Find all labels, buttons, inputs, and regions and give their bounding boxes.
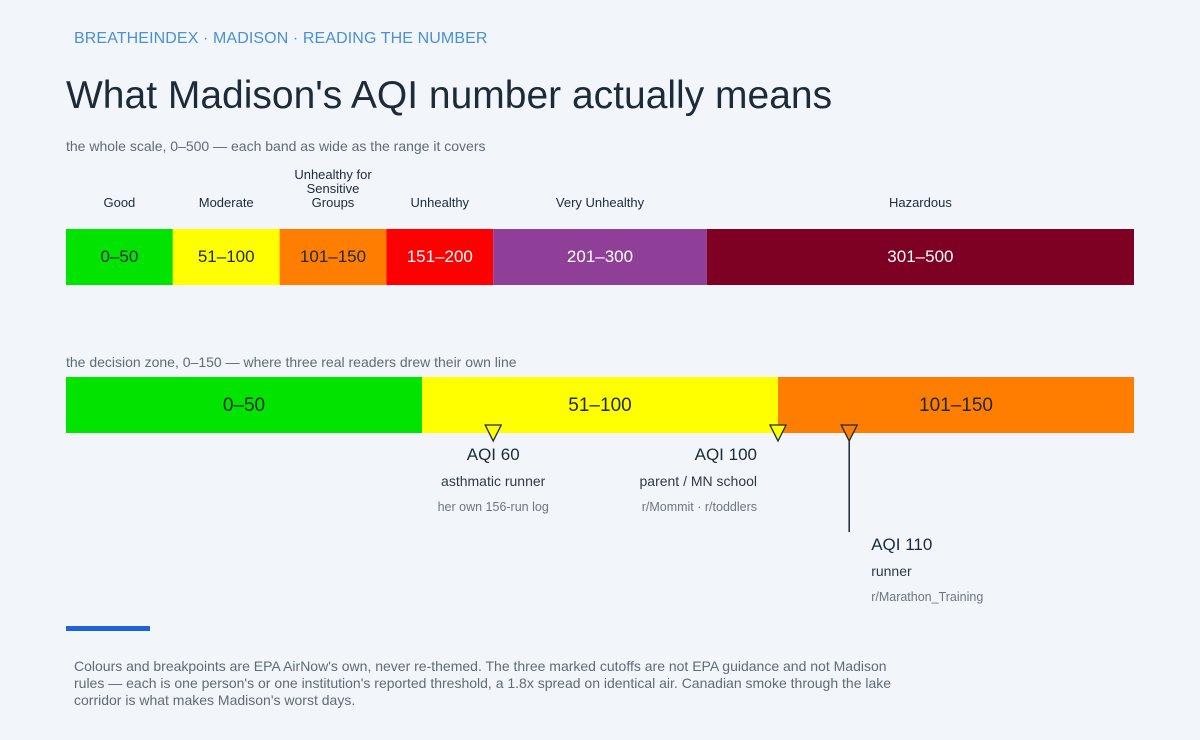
marker-value-label: AQI 60 <box>467 445 520 464</box>
band-name-label: Hazardous <box>889 195 952 210</box>
zone-segment <box>422 377 778 433</box>
footnote: Colours and breakpoints are EPA AirNow's… <box>74 658 892 708</box>
marker-who-label: runner <box>871 563 912 579</box>
marker-source-label: r/Marathon_Training <box>871 590 983 604</box>
page-title: What Madison's AQI number actually means <box>66 74 833 117</box>
threshold-marker-icon <box>484 424 503 443</box>
band-segment <box>706 229 1134 285</box>
band-segment <box>279 229 387 285</box>
band-name-label: Unhealthy for Sensitive Groups <box>294 167 372 210</box>
kicker: BREATHEINDEX · MADISON · READING THE NUM… <box>74 30 488 47</box>
threshold-marker-icon <box>768 424 788 443</box>
marker-value-label: AQI 100 <box>695 445 757 464</box>
band-segment <box>66 229 173 285</box>
band-segment <box>493 229 707 285</box>
marker-value-label: AQI 110 <box>871 535 932 554</box>
zone-range-label: 101–150 <box>919 395 993 416</box>
band-range-label: 301–500 <box>887 247 953 266</box>
band-range-label: 0–50 <box>100 247 138 266</box>
marker-source-label: r/Mommit · r/toddlers <box>642 500 757 514</box>
band-segment <box>172 229 280 285</box>
band-name-label: Good <box>103 195 135 210</box>
zone-range-label: 0–50 <box>223 395 265 416</box>
decision-zone-caption: the decision zone, 0–150 — where three r… <box>66 354 517 370</box>
threshold-marker-icon <box>840 424 859 443</box>
band-segment <box>386 229 494 285</box>
band-name-label: Unhealthy <box>411 195 470 210</box>
accent-rule <box>66 626 150 631</box>
band-range-label: 151–200 <box>407 247 473 266</box>
band-name-label: Moderate <box>199 195 254 210</box>
zone-range-label: 51–100 <box>568 395 631 416</box>
full-scale-caption: the whole scale, 0–500 — each band as wi… <box>66 138 486 154</box>
band-range-label: 51–100 <box>198 247 255 266</box>
marker-who-label: parent / MN school <box>640 473 758 489</box>
band-range-label: 201–300 <box>567 247 633 266</box>
zone-segment <box>778 377 1134 433</box>
band-range-label: 101–150 <box>300 247 366 266</box>
marker-who-label: asthmatic runner <box>441 473 546 489</box>
band-name-label: Very Unhealthy <box>556 195 645 210</box>
zone-segment <box>66 377 422 433</box>
marker-source-label: her own 156-run log <box>438 500 549 514</box>
